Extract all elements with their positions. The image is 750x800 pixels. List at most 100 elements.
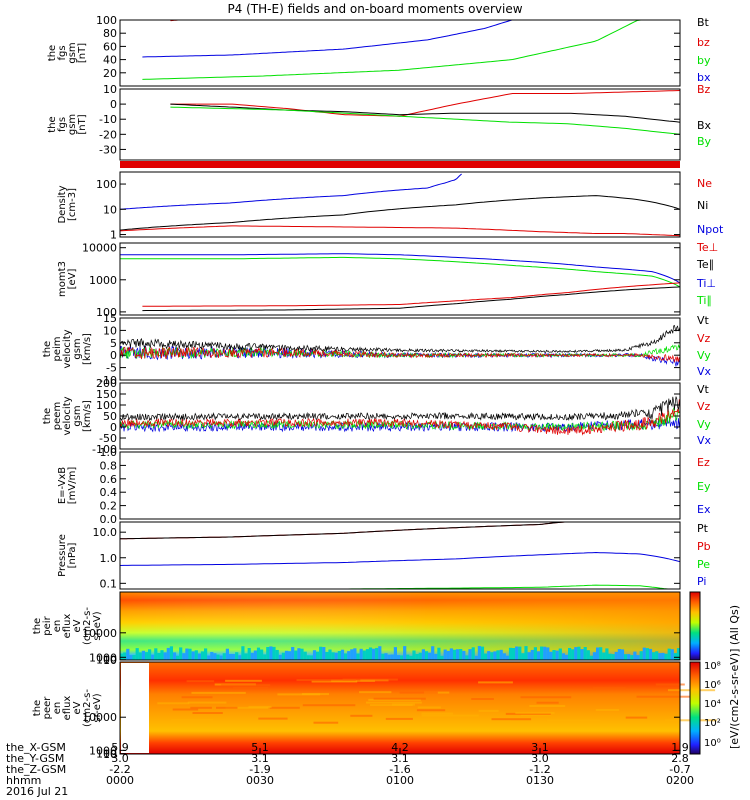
legend-entry: Vy bbox=[697, 349, 711, 362]
heatmap-peer_en_eflux bbox=[120, 662, 717, 754]
y-tick-label: 1.0 bbox=[100, 552, 118, 565]
y-axis-label: Pressure bbox=[57, 534, 68, 577]
y-tick-label: 5 bbox=[110, 337, 117, 350]
legend-entry: Pe bbox=[697, 558, 710, 571]
y-axis-label: eflux bbox=[62, 696, 73, 721]
y-tick-label: 10.0 bbox=[93, 526, 118, 539]
y-tick-label: 10 bbox=[103, 203, 117, 216]
y-axis-label: [km/s] bbox=[82, 400, 93, 432]
colorbar-bottom bbox=[689, 661, 701, 755]
footer-value: 3.1 bbox=[251, 752, 269, 765]
legend-entry: Ey bbox=[697, 480, 711, 493]
y-tick-label: 50 bbox=[103, 410, 117, 423]
series-peem_velocity-vz bbox=[119, 399, 681, 436]
y-axis-label: the bbox=[42, 408, 53, 424]
y-tick-label: 150 bbox=[96, 388, 117, 401]
y-axis-label: en bbox=[52, 702, 63, 715]
footer-value: 0200 bbox=[666, 774, 694, 787]
footer-value: 5.9 bbox=[111, 741, 129, 754]
footer-value: -1.6 bbox=[389, 763, 410, 776]
y-axis-label: velocity bbox=[62, 396, 73, 435]
legend-entry: Vx bbox=[697, 365, 712, 378]
axes-frame-pressure bbox=[119, 521, 681, 590]
footer-row-label: the_Y-GSM bbox=[6, 752, 64, 765]
series-fgs_gsm_comp-bx bbox=[170, 103, 681, 123]
series-pressure-pb bbox=[120, 521, 568, 540]
y-axis-label: the bbox=[47, 116, 58, 132]
y-tick-label: 0.2 bbox=[100, 500, 118, 513]
chart-title: P4 (TH-E) fields and on-board moments ov… bbox=[227, 2, 522, 16]
footer-value: 3.1 bbox=[391, 752, 409, 765]
series-fgs_gsm_comp-by bbox=[170, 106, 681, 135]
y-tick-label: 1 bbox=[110, 229, 117, 242]
y-axis-label: [nT] bbox=[77, 43, 88, 63]
panel-density: 100 10 1 Density [cm-3] Ne Ni Npot bbox=[57, 171, 724, 242]
y-axis-label: Density bbox=[57, 185, 68, 223]
axes-frame-peim_velocity bbox=[119, 317, 681, 381]
y-tick-label: 100 bbox=[96, 748, 117, 761]
colorbar-tick-label: 10⁰ bbox=[704, 738, 721, 749]
legend-entry: Pt bbox=[697, 522, 709, 535]
footer-value: 5.1 bbox=[251, 741, 269, 754]
footer-value: 0100 bbox=[386, 774, 414, 787]
y-tick-label: 80 bbox=[103, 27, 117, 40]
footer-value: 3.0 bbox=[111, 752, 129, 765]
legend-entry: Npot bbox=[697, 223, 724, 236]
y-axis-label: peim bbox=[52, 336, 63, 361]
legend-entry: Ez bbox=[697, 456, 710, 469]
y-tick-label: 1000 bbox=[89, 744, 117, 757]
colorbar-tick-label: 10² bbox=[704, 718, 721, 729]
y-axis-label: gsm bbox=[67, 114, 78, 135]
y-tick-label: 0 bbox=[110, 98, 117, 111]
series-pressure-pe bbox=[120, 584, 680, 590]
legend-entry: Pb bbox=[697, 540, 711, 553]
y-tick-label: 0.0 bbox=[100, 513, 118, 526]
legend-entry: Ti∥ bbox=[696, 294, 712, 307]
y-axis-label: peem bbox=[52, 402, 63, 430]
colorbar-label: [eV/(cm2-s-sr-eV)] (All Qs) bbox=[728, 605, 741, 749]
y-tick-label: 0.1 bbox=[100, 577, 118, 590]
y-axis-label: [nPa] bbox=[67, 542, 78, 568]
y-axis-label: the bbox=[32, 700, 43, 716]
legend-entry: Te⊥ bbox=[696, 241, 718, 254]
y-tick-label: 20 bbox=[103, 67, 117, 80]
colorbar-tick-label: 10⁴ bbox=[704, 699, 721, 710]
footer-value: 0130 bbox=[526, 774, 554, 787]
series-peem_velocity-vt bbox=[119, 396, 681, 422]
y-tick-label: 0 bbox=[110, 349, 117, 362]
legend-entry: Bz bbox=[697, 83, 711, 96]
footer-value: 3.1 bbox=[531, 741, 549, 754]
legend-entry: by bbox=[697, 54, 711, 67]
y-axis-label: fgs bbox=[57, 117, 68, 132]
footer-value: 0030 bbox=[246, 774, 274, 787]
y-tick-label: 40 bbox=[103, 54, 117, 67]
y-tick-label: -100 bbox=[92, 443, 117, 456]
axes-frame-mom_t bbox=[119, 242, 681, 316]
y-tick-label: 60 bbox=[103, 40, 117, 53]
legend-entry: bx bbox=[697, 71, 711, 84]
y-tick-label: -5 bbox=[106, 362, 117, 375]
y-axis-label: eflux bbox=[62, 614, 73, 639]
legend-entry: Vz bbox=[697, 332, 711, 345]
y-tick-label: 100 bbox=[96, 306, 117, 319]
footer-value: 3.0 bbox=[531, 752, 549, 765]
y-tick-label: 10 bbox=[103, 748, 117, 761]
footer-value: 2.8 bbox=[671, 752, 689, 765]
y-axis-label: eV bbox=[72, 701, 83, 714]
y-axis-label: sr-eV) bbox=[92, 693, 103, 722]
axes-frame-fgs_gsm_comp bbox=[119, 88, 681, 161]
series-density-npot bbox=[119, 173, 462, 210]
legend-entry: Ex bbox=[697, 503, 711, 516]
series-peim_velocity-vz bbox=[119, 345, 681, 363]
y-axis-label: (cm2-s- bbox=[82, 689, 93, 727]
y-axis-label: [nT] bbox=[77, 114, 88, 134]
y-axis-label: sr-eV) bbox=[92, 611, 103, 640]
footer-date: 2016 Jul 21 bbox=[6, 785, 68, 798]
axes-frame-density bbox=[119, 171, 681, 238]
y-tick-label: 100 bbox=[96, 399, 117, 412]
y-tick-label: 10 bbox=[103, 83, 117, 96]
